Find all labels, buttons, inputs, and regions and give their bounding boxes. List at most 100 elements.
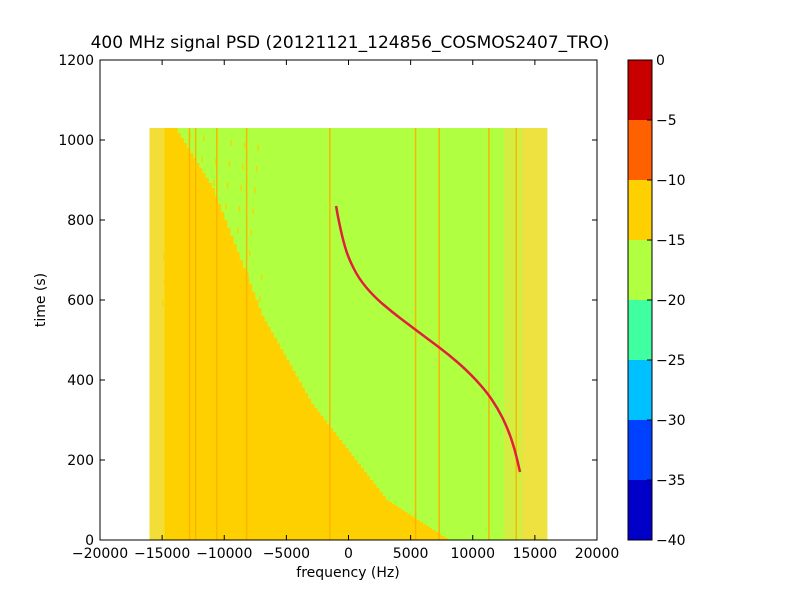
y-tick-label: 400 [67, 373, 94, 389]
heatmap-speckle [213, 180, 215, 186]
x-tick-label: −20000 [72, 546, 128, 562]
heatmap-speckle [237, 227, 239, 234]
heatmap-speckle [242, 163, 244, 170]
heatmap-speckle [185, 175, 188, 182]
y-axis-ticks: 0 200 400 600 800 1000 1200 [58, 53, 597, 549]
heatmap-speckle [172, 172, 174, 179]
colorbar-tick-label: −25 [656, 353, 686, 369]
heatmap-speckle [248, 250, 251, 257]
heatmap-speckle [184, 196, 186, 203]
heatmap-speckle [199, 177, 202, 184]
heatmap-speckle [192, 262, 195, 269]
colorbar-tick-label: −20 [656, 293, 686, 309]
colorbar [628, 60, 652, 540]
colorbar-ticks: −40 −35 −30 −25 −20 −15 −10 −5 0 [647, 53, 686, 549]
heatmap-speckle [235, 248, 237, 255]
heatmap-speckle [209, 222, 212, 229]
y-axis-label: time (s) [33, 273, 49, 327]
heatmap-speckle [196, 220, 198, 226]
heatmap-speckle [254, 187, 256, 194]
heatmap-speckle [240, 184, 242, 191]
heatmap-speckle [174, 151, 176, 158]
colorbar-segment [628, 420, 652, 480]
heatmap-speckle [250, 229, 253, 236]
heatmap-speckle [180, 238, 183, 245]
heatmap-speckle [201, 156, 203, 163]
colorbar-tick-label: −40 [656, 533, 686, 549]
heatmap-speckle [179, 260, 181, 266]
x-tick-label: 5000 [393, 546, 429, 562]
colorbar-tick-label: −10 [656, 173, 686, 189]
x-tick-label: 20000 [575, 546, 620, 562]
y-tick-label: 0 [85, 533, 94, 549]
colorbar-tick-label: 0 [656, 53, 665, 69]
heatmap-speckle [163, 278, 166, 285]
heatmap-speckle [163, 253, 165, 260]
colorbar-segment [628, 480, 652, 540]
colorbar-segment [628, 240, 652, 300]
heatmap-speckle [204, 286, 207, 292]
chart-title: 400 MHz signal PSD (20121121_124856_COSM… [91, 33, 610, 53]
colorbar-tick-label: −35 [656, 473, 686, 489]
heatmap-left-edge [149, 128, 165, 540]
x-axis-label: frequency (Hz) [296, 565, 399, 581]
x-tick-label: −10000 [196, 546, 252, 562]
heatmap-speckle [231, 290, 234, 297]
x-tick-label: −15000 [134, 546, 190, 562]
heatmap-speckle [255, 166, 258, 172]
heatmap-speckle [220, 267, 222, 274]
heatmap-speckle [221, 246, 224, 252]
heatmap-speckle [260, 274, 263, 281]
doppler-signal-trace [334, 205, 522, 473]
x-tick-label: 0 [344, 546, 353, 562]
heatmap-speckle [206, 264, 208, 271]
colorbar-segment [628, 120, 652, 180]
x-tick-label: 15000 [513, 546, 558, 562]
heatmap-speckle [257, 144, 259, 151]
heatmap-speckle [167, 236, 169, 243]
heatmap-speckle [197, 198, 200, 205]
heatmap-speckle [214, 158, 217, 165]
colorbar-segment [628, 60, 652, 120]
colorbar-tick-label: −30 [656, 413, 686, 429]
heatmap-speckle [226, 182, 229, 189]
y-tick-label: 800 [67, 213, 94, 229]
heatmap-speckle [187, 154, 190, 160]
colorbar-segment [628, 360, 652, 420]
heatmap-speckle [182, 217, 185, 224]
y-tick-label: 200 [67, 453, 94, 469]
x-tick-label: 10000 [450, 546, 495, 562]
interference-lines [188, 128, 517, 540]
y-tick-label: 1000 [58, 133, 94, 149]
plot-area [100, 60, 597, 540]
heatmap-speckle [202, 135, 205, 142]
spectrogram-heatmap [149, 128, 548, 540]
heatmap-speckle [238, 206, 241, 212]
heatmap-speckle [233, 269, 236, 276]
heatmap-speckle [218, 288, 220, 295]
y-tick-label: 1200 [58, 53, 94, 69]
heatmap-speckle [170, 194, 173, 200]
heatmap-speckle [228, 161, 231, 168]
heatmap-speckle [225, 203, 227, 210]
heatmap-speckle [243, 142, 246, 149]
heatmap-noise-region [149, 128, 448, 540]
colorbar-frame [627, 59, 653, 541]
heatmap-speckle [175, 130, 178, 137]
heatmap-speckle [191, 283, 193, 290]
heatmap-right-edge [522, 128, 548, 540]
heatmap-speckle [223, 224, 225, 231]
heatmap-speckle [259, 295, 261, 302]
heatmap-speckle [177, 281, 179, 288]
heatmap-speckle [162, 300, 164, 306]
heatmap-speckle [211, 201, 213, 208]
heatmap-speckle [208, 243, 210, 250]
x-tick-label: −5000 [263, 546, 310, 562]
colorbar-segment [628, 300, 652, 360]
heatmap-speckle [247, 272, 249, 278]
colorbar-segment [628, 180, 652, 240]
colorbar-tick-label: −5 [656, 113, 677, 129]
heatmap-speckle [230, 140, 232, 146]
colorbar-tick-label: −15 [656, 233, 686, 249]
